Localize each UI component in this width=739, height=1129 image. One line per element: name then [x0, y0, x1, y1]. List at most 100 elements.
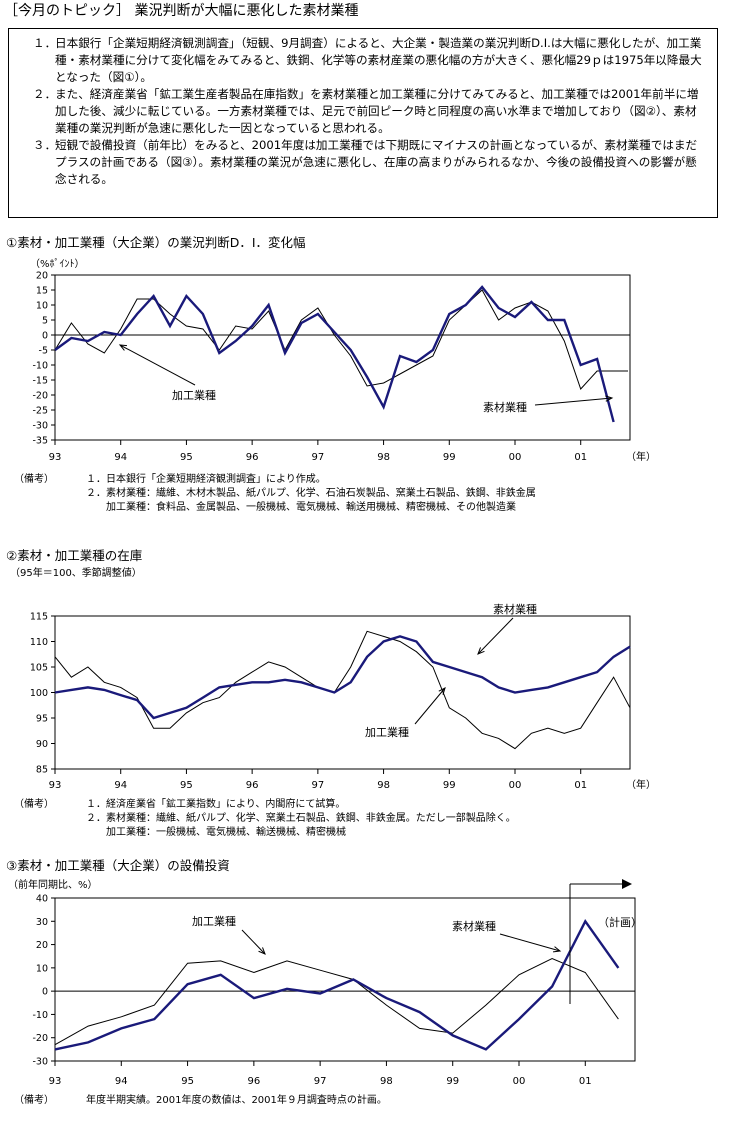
note-number: ２．: [86, 488, 106, 499]
y-tick-label: -30: [32, 421, 48, 432]
x-tick-label: 93: [49, 780, 62, 791]
annotation-arrow: [477, 617, 514, 655]
annotation-arrow: [534, 397, 613, 406]
y-tick-label: 20: [36, 271, 48, 282]
note-text: 加工業種：食料品、金属製品、一般機械、電気機械、輸送用機械、精密機械、その他製造…: [106, 502, 516, 513]
x-tick-label: 94: [114, 780, 127, 791]
arrow-head: [118, 344, 128, 351]
note-number: [86, 826, 106, 840]
chart3-notes: （備考） 年度半期実績。2001年度の数値は、2001年９月調査時点の計画。: [14, 1094, 387, 1108]
annotation-material: 素材業種: [483, 400, 527, 414]
x-tick-label: 96: [247, 1076, 260, 1087]
arrow-head: [258, 947, 266, 955]
summary-number: ３．: [33, 138, 57, 152]
y-tick-label: -10: [32, 1010, 48, 1021]
y-tick-label: 10: [36, 301, 48, 312]
arrow-head: [605, 395, 614, 402]
x-tick-label: 01: [574, 780, 587, 791]
x-axis-unit-label: （年）: [626, 778, 656, 791]
y-tick-label: 30: [36, 917, 48, 928]
summary-number: １．: [33, 36, 57, 50]
x-tick-label: 00: [513, 1076, 526, 1087]
summary-item: １． 日本銀行「企業短期経済観測調査」（短観、9月調査）によると、大企業・製造業…: [33, 35, 707, 86]
x-tick-label: 95: [181, 1076, 194, 1087]
y-tick-label: 5: [42, 316, 48, 327]
y-tick-label: -20: [32, 1033, 48, 1044]
page-title: ［今月のトピック］ 業況判断が大幅に悪化した素材業種: [4, 3, 359, 19]
note-text: 年度半期実績。2001年度の数値は、2001年９月調査時点の計画。: [86, 1095, 387, 1106]
x-tick-label: 93: [49, 1076, 62, 1087]
x-tick-label: 00: [509, 452, 522, 463]
x-tick-label: 97: [311, 452, 324, 463]
y-tick-label: -20: [32, 391, 48, 402]
summary-text: 短観で設備投資（前年比）をみると、2001年度は加工業種では下期既にマイナスの計…: [55, 138, 698, 186]
annotation-material: 素材業種: [493, 602, 537, 616]
y-tick-label: 90: [36, 739, 48, 750]
y-axis-unit-label: （95年＝100、季節調整値）: [10, 566, 142, 579]
x-tick-label: 99: [446, 1076, 459, 1087]
notes-label: （備考）: [14, 474, 54, 485]
y-tick-label: -30: [32, 1057, 48, 1068]
y-tick-label: -15: [32, 376, 48, 387]
series-line-processing: [54, 957, 619, 1046]
summary-text: また、経済産業省「鉱工業生産者製品在庫指数」を素材業種と加工業種に分けてみてみる…: [55, 87, 699, 135]
summary-box: １． 日本銀行「企業短期経済観測調査」（短観、9月調査）によると、大企業・製造業…: [8, 28, 718, 218]
plot-frame: [54, 274, 631, 441]
series-line-material: [54, 635, 631, 720]
series-line-processing: [54, 630, 631, 750]
chart1-title: ①素材・加工業種（大企業）の業況判断D．I．変化幅: [6, 235, 306, 250]
annotation-material: 素材業種: [452, 919, 496, 933]
summary-item: ２． また、経済産業省「鉱工業生産者製品在庫指数」を素材業種と加工業種に分けてみ…: [33, 86, 707, 137]
y-tick-label: -35: [32, 436, 48, 447]
annotation-processing: 加工業種: [172, 388, 216, 402]
y-tick-label: -10: [32, 361, 48, 372]
plot-frame: [54, 897, 636, 1062]
arrow-head: [552, 946, 562, 953]
annotation-arrow: [499, 933, 561, 952]
plan-label: （計画）: [598, 915, 642, 929]
chart1-notes: （備考） １． 日本銀行「企業短期経済観測調査」により作成。 ２． 素材業種：繊維、木…: [14, 473, 536, 515]
notes-label: （備考）: [14, 1095, 54, 1106]
note-number: １．: [86, 474, 106, 485]
series-line-material: [54, 918, 620, 1051]
y-tick-label: 95: [36, 714, 48, 725]
summary-number: ２．: [33, 87, 57, 101]
summary-text: 日本銀行「企業短期経済観測調査」（短観、9月調査）によると、大企業・製造業の業況…: [55, 36, 702, 84]
series-line-processing: [54, 289, 614, 390]
x-tick-label: 96: [246, 452, 259, 463]
y-tick-label: 105: [30, 663, 48, 674]
note-text: 経済産業省「鉱工業指数」により、内閣府にて試算。: [106, 799, 346, 810]
note-number: ２．: [86, 813, 106, 824]
chart2-title: ②素材・加工業種の在庫: [6, 548, 143, 563]
chart3-title: ③素材・加工業種（大企業）の設備投資: [6, 858, 230, 873]
y-tick-label: 100: [30, 688, 48, 699]
x-tick-label: 95: [180, 780, 193, 791]
plan-arrow-head: [622, 879, 632, 889]
x-tick-label: 95: [180, 452, 193, 463]
x-tick-label: 98: [380, 1076, 393, 1087]
note-text: 加工業種：一般機械、電気機械、輸送機械、精密機械: [106, 827, 346, 838]
note-number: [86, 501, 106, 515]
y-axis-unit-label: （%ﾎﾟｲﾝﾄ）: [30, 258, 85, 270]
note-text: 素材業種：繊維、紙パルプ、化学、窯業土石製品、鉄鋼、非鉄金属。ただし一部製品除く…: [106, 813, 516, 824]
x-tick-label: 97: [314, 1076, 327, 1087]
note-text: 日本銀行「企業短期経済観測調査」により作成。: [106, 474, 326, 485]
notes-label: （備考）: [14, 799, 54, 810]
annotation-processing: 加工業種: [192, 914, 236, 928]
annotation-arrow: [119, 344, 196, 386]
y-tick-label: 110: [30, 637, 48, 648]
x-tick-label: 96: [246, 780, 259, 791]
x-tick-label: 97: [311, 780, 324, 791]
x-tick-label: 93: [49, 452, 62, 463]
y-tick-label: 15: [36, 286, 48, 297]
x-tick-label: 94: [115, 1076, 128, 1087]
arrow-head: [438, 687, 446, 695]
x-tick-label: 99: [443, 452, 456, 463]
x-tick-label: 98: [377, 452, 390, 463]
arrow-head: [477, 647, 485, 655]
series-line-material: [54, 285, 615, 423]
x-tick-label: 94: [114, 452, 127, 463]
